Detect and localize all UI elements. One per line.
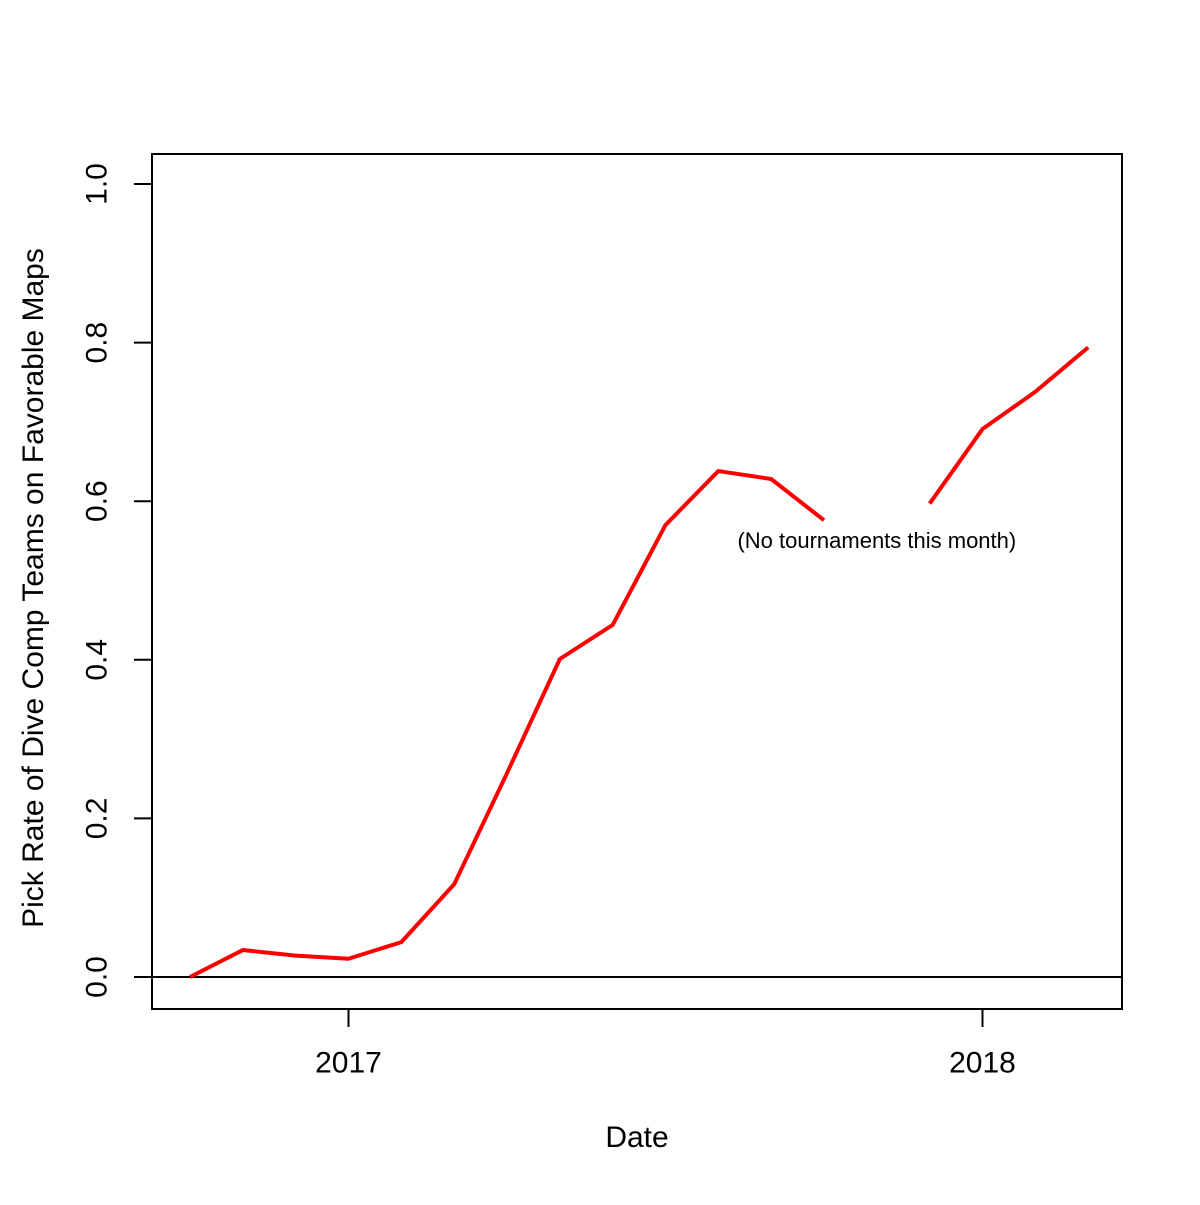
y-tick-label: 0.2 xyxy=(81,798,114,840)
y-tick-label: 0.4 xyxy=(81,639,114,681)
plot-box xyxy=(151,153,1123,1010)
no-tournaments-annotation: (No tournaments this month) xyxy=(737,527,1017,553)
y-axis-title: Pick Rate of Dive Comp Teams on Favorabl… xyxy=(17,248,50,928)
x-tick-label: 2017 xyxy=(315,1047,382,1080)
x-axis-title: Date xyxy=(605,1121,669,1154)
y-tick-label: 0.8 xyxy=(81,322,114,364)
pick-rate-line-segment xyxy=(928,345,1090,505)
x-tick-label: 2018 xyxy=(949,1047,1016,1080)
y-tick-label: 1.0 xyxy=(81,163,114,205)
y-tick-label: 0.0 xyxy=(81,956,114,998)
pick-rate-line-segment xyxy=(189,469,826,979)
y-tick-label: 0.6 xyxy=(81,480,114,522)
